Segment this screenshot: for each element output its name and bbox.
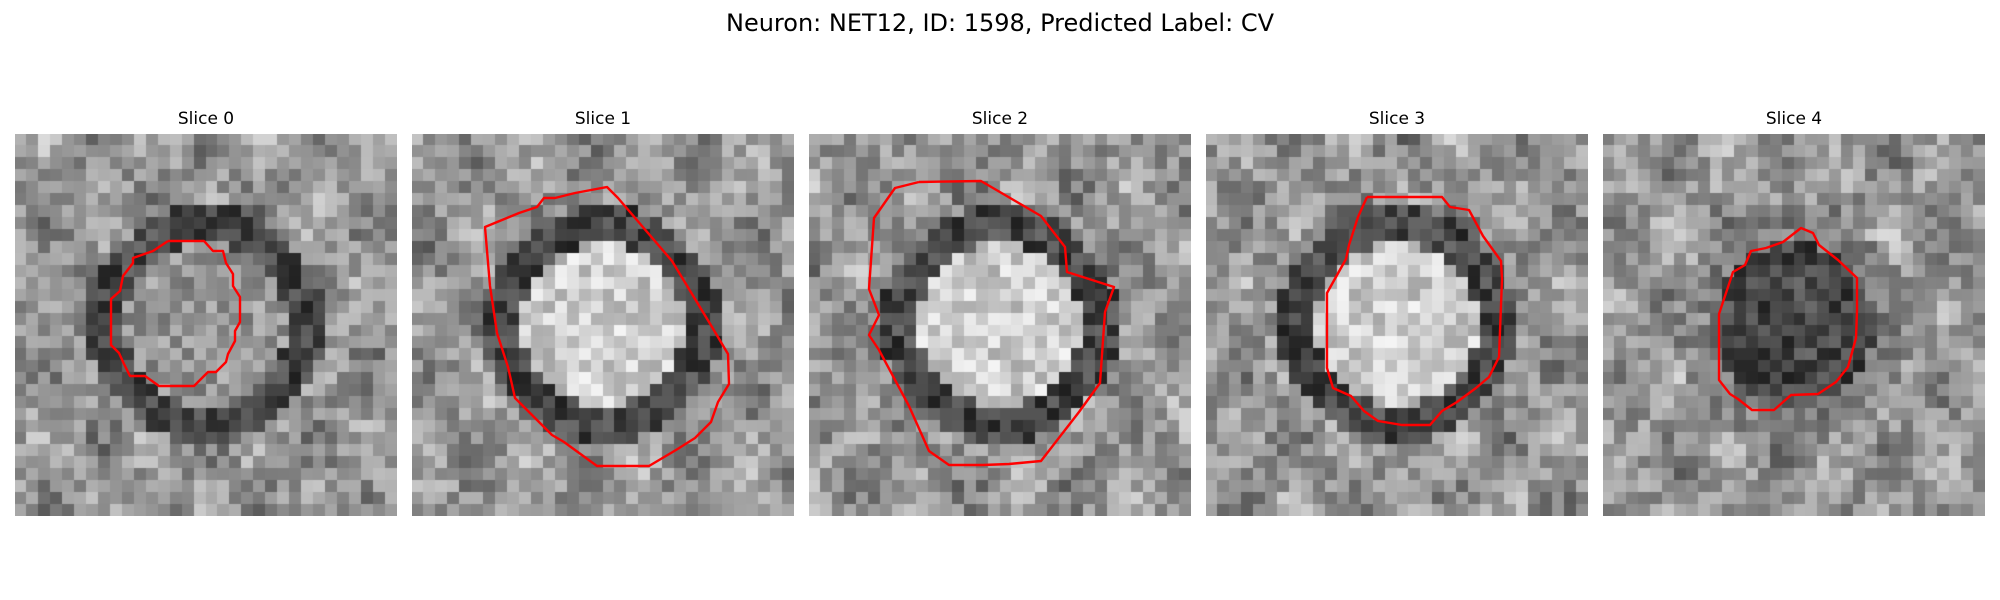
- slice-title-1: Slice 1: [574, 109, 632, 129]
- slice-panel-1: Slice 1: [412, 108, 794, 516]
- roi-contour-1: [483, 185, 731, 468]
- figure-title: Neuron: NET12, ID: 1598, Predicted Label…: [726, 9, 1274, 37]
- roi-contour-4: [1717, 226, 1859, 412]
- slice-panel-4: Slice 4: [1603, 108, 1985, 516]
- slice-panel-3: Slice 3: [1206, 108, 1588, 516]
- slice-title-2: Slice 2: [971, 109, 1029, 129]
- slice-title-3: Slice 3: [1368, 109, 1426, 129]
- slice-title-0: Slice 0: [177, 109, 235, 129]
- roi-contour-0: [109, 239, 242, 388]
- slice-title-4: Slice 4: [1765, 109, 1823, 129]
- slice-panel-0: Slice 0: [15, 108, 397, 516]
- slice-image-1: [412, 134, 794, 516]
- slice-image-0: [15, 134, 397, 516]
- roi-contour-2: [867, 179, 1116, 467]
- roi-contour-3: [1325, 195, 1504, 427]
- slice-image-4: [1603, 134, 1985, 516]
- slice-panel-2: Slice 2: [809, 108, 1191, 516]
